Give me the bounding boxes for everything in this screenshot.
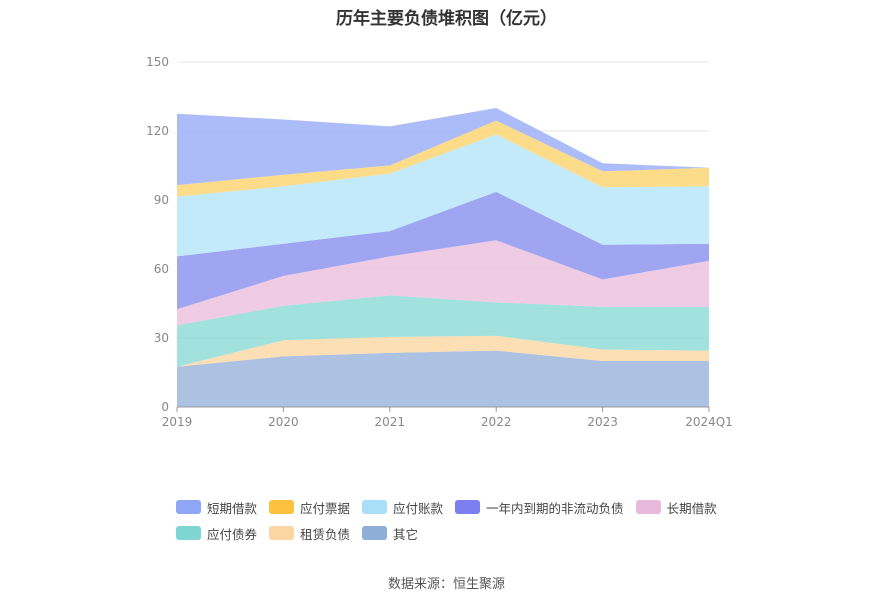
y-tick-label: 30 xyxy=(154,331,169,345)
area-series-2 xyxy=(177,295,709,367)
legend-swatch xyxy=(176,500,201,514)
legend-label: 应付账款 xyxy=(393,500,444,516)
x-tick-label: 2022 xyxy=(481,415,512,429)
y-tick-label: 60 xyxy=(154,262,169,276)
legend-swatch xyxy=(176,526,201,540)
legend-swatch xyxy=(269,500,295,514)
x-tick-label: 2020 xyxy=(268,415,299,429)
area-series-3 xyxy=(177,240,709,326)
area-series-0 xyxy=(177,350,709,407)
axis-layer: 0 30 60 90 120 150 2019 2020 2021 2022 2023 2024Q1 xyxy=(146,55,733,429)
legend-swatch xyxy=(635,500,661,514)
y-tick-label: 150 xyxy=(146,55,169,69)
y-tick-label: 120 xyxy=(146,124,169,138)
legend-row-1: 短期借款 应付票据 应付账款 一年内到期的非流动负债 长期借款 xyxy=(176,494,736,520)
legend-label: 租赁负债 xyxy=(300,526,351,542)
legend-item[interactable]: 长期借款 xyxy=(635,498,717,517)
y-tick-label: 90 xyxy=(154,193,169,207)
legend-label: 长期借款 xyxy=(666,500,717,516)
x-tick-label: 2024Q1 xyxy=(685,415,733,429)
x-tick-label: 2019 xyxy=(162,415,193,429)
legend-swatch xyxy=(455,500,481,514)
legend-item[interactable]: 应付账款 xyxy=(362,498,443,517)
legend-swatch xyxy=(269,526,295,540)
legend-swatch xyxy=(362,500,388,514)
x-tick-label: 2023 xyxy=(587,415,618,429)
area-layer xyxy=(177,108,709,407)
legend-label: 一年内到期的非流动负债 xyxy=(486,500,624,516)
area-series-5 xyxy=(177,134,709,257)
legend-item[interactable]: 一年内到期的非流动负债 xyxy=(455,498,624,517)
legend: 短期借款 应付票据 应付账款 一年内到期的非流动负债 长期借款 应付债券 租赁负债 其它 xyxy=(176,494,736,546)
legend-label: 应付票据 xyxy=(300,500,351,516)
x-tick-label: 2021 xyxy=(375,415,406,429)
area-series-7 xyxy=(177,108,709,186)
area-series-6 xyxy=(177,120,709,197)
legend-row-2: 应付债券 租赁负债 其它 xyxy=(176,520,736,546)
legend-label: 其它 xyxy=(393,526,419,542)
legend-item[interactable]: 应付票据 xyxy=(269,498,350,517)
area-series-1 xyxy=(177,335,709,367)
legend-item[interactable]: 应付债券 xyxy=(176,524,257,543)
legend-item[interactable]: 其它 xyxy=(362,524,418,543)
legend-item[interactable]: 短期借款 xyxy=(176,498,257,517)
chart-title: 历年主要负债堆积图（亿元） xyxy=(336,9,557,29)
y-tick-label: 0 xyxy=(161,400,169,414)
legend-item[interactable]: 租赁负债 xyxy=(269,524,350,543)
legend-label: 短期借款 xyxy=(207,500,258,516)
legend-label: 应付债券 xyxy=(207,526,258,542)
area-series-4 xyxy=(177,191,709,310)
source-note: 数据来源：恒生聚源 xyxy=(387,577,505,592)
legend-swatch xyxy=(362,526,388,540)
